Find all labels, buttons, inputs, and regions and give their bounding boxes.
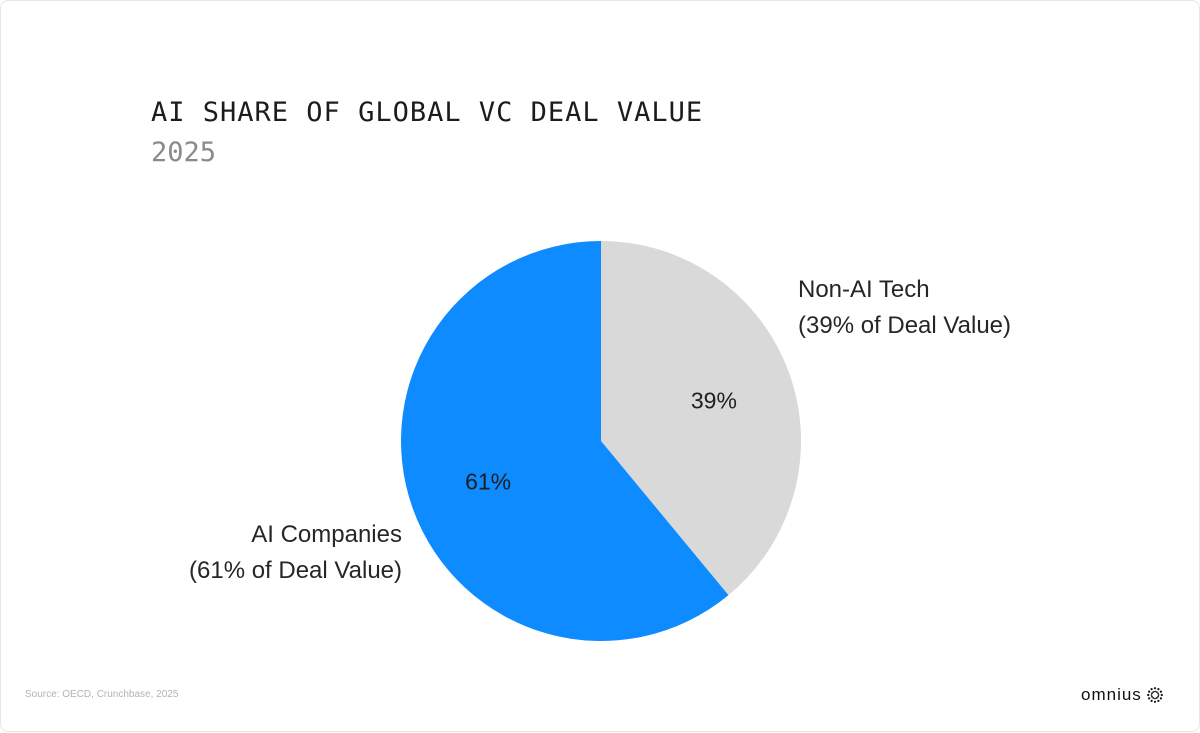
pie-slice-non-ai-tech — [601, 241, 802, 596]
dotted-sunburst-icon — [1146, 687, 1163, 703]
brand-logo: omnius — [1081, 685, 1164, 705]
brand-wordmark: omnius — [1081, 685, 1142, 704]
pie-slice-ai-companies — [401, 241, 729, 641]
callout-detail: (39% of Deal Value) — [798, 312, 1011, 339]
callout-name: AI Companies — [251, 521, 402, 548]
slice-percent-label: 39% — [691, 387, 737, 413]
callout-name: Non-AI Tech — [798, 276, 930, 303]
slice-callout-label: Non-AI Tech (39% of Deal Value) — [798, 276, 1011, 339]
source-note: Source: OECD, Crunchbase, 2025 — [25, 689, 179, 700]
slice-callout-label: AI Companies (61% of Deal Value) — [189, 521, 402, 584]
chart-subtitle: 2025 — [151, 137, 217, 168]
slice-percent-label: 61% — [465, 469, 511, 495]
callout-detail: (61% of Deal Value) — [189, 557, 402, 584]
chart-title: AI SHARE OF GLOBAL VC DEAL VALUE — [151, 97, 704, 128]
